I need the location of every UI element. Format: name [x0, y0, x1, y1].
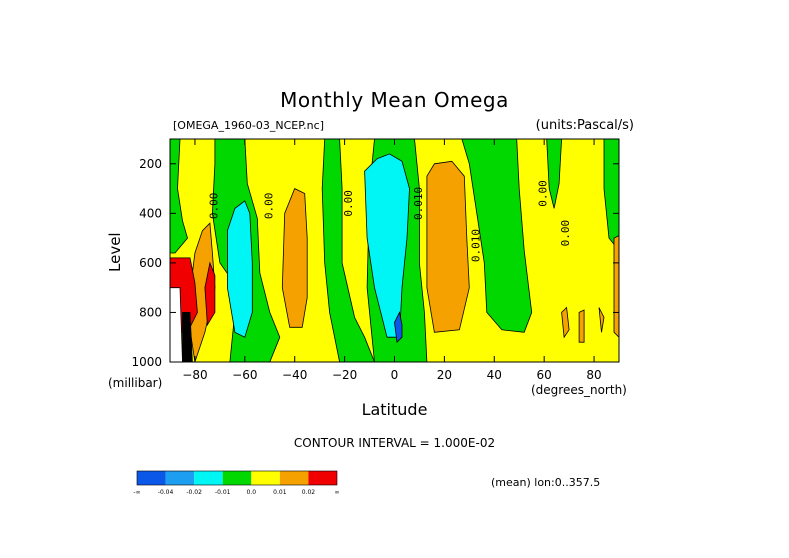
colorbar: -∞ -0.04 -0.02 -0.01 0.0 0.01 0.02 ∞ [133, 470, 340, 496]
contour-region [598, 307, 605, 333]
contour-region [170, 139, 188, 254]
y-axis-unit: (millibar) [108, 376, 163, 390]
x-tick-label: 0 [391, 368, 399, 382]
contour-region [546, 139, 563, 209]
contour-label: 0.010 [469, 229, 482, 262]
colorbar-label: 0.01 [273, 489, 287, 496]
contour-region [461, 139, 533, 333]
x-axis-unit: (degrees_north) [531, 383, 627, 397]
colorbar-swatch [251, 471, 280, 485]
colorbar-swatch [165, 471, 195, 485]
x-tick-label: 20 [437, 368, 452, 382]
axes: −80 −60 −40 −20 0 20 40 60 80 200 400 600 800 1000 [131, 139, 619, 382]
colorbar-label: 0.0 [247, 489, 257, 496]
colorbar-label: -∞ [133, 489, 140, 496]
contour-region [204, 261, 216, 327]
contour-region [394, 311, 403, 344]
colorbar-swatch [194, 471, 223, 485]
contour-region [226, 200, 253, 338]
colorbar-swatch [137, 471, 166, 485]
region-text: (mean) lon:0..357.5 [491, 476, 601, 489]
x-tick-label: 40 [487, 368, 502, 382]
contour-region [281, 188, 308, 328]
contour-label: 0.00 [342, 190, 355, 217]
contour-region [426, 160, 470, 333]
contour-region [321, 139, 375, 362]
colorbar-label: ∞ [335, 489, 340, 496]
contour-region [170, 287, 183, 362]
y-tick-label: 800 [139, 305, 162, 319]
x-axis-label: Latitude [0, 400, 789, 419]
contour-label: 0.00 [207, 193, 220, 220]
contour-label: 0.00 [559, 220, 572, 247]
contour-region [182, 311, 193, 362]
filled-contours [170, 139, 619, 362]
x-tick-label: −20 [332, 368, 357, 382]
y-tick-label: 400 [139, 206, 162, 220]
colorbar-label: 0.02 [302, 489, 316, 496]
y-tick-label: 200 [139, 157, 162, 171]
colorbar-swatch [279, 471, 309, 485]
colorbar-label: -0.01 [215, 489, 231, 496]
units-label: (units:Pascal/s) [535, 118, 634, 133]
contour-labels: 0.00 0.00 0.00 0.010 0.010 0.00 0.00 [207, 180, 572, 262]
contour-label: 0.010 [412, 187, 425, 220]
x-axis-label-text: Latitude [361, 400, 428, 419]
y-tick-label: 1000 [131, 355, 162, 369]
x-tick-label: −40 [282, 368, 307, 382]
x-tick-label: 80 [586, 368, 601, 382]
x-tick-label: −60 [232, 368, 257, 382]
x-tick-label: 60 [537, 368, 552, 382]
file-label: [OMEGA_1960-03_NCEP.nc] [173, 119, 324, 132]
contour-region [613, 235, 619, 338]
contour-label: 0.00 [537, 180, 550, 207]
contour-label: 0.00 [262, 193, 275, 220]
contour-region [364, 153, 410, 338]
colorbar-label: -0.04 [158, 489, 174, 496]
contour-region [561, 306, 570, 339]
y-tick-label: 600 [139, 256, 162, 270]
colorbar-label: -0.02 [186, 489, 202, 496]
chart-title: Monthly Mean Omega [280, 88, 509, 112]
colorbar-swatch [308, 471, 337, 485]
contour-interval-text: CONTOUR INTERVAL = 1.000E-02 [293, 436, 496, 450]
colorbar-swatch [222, 471, 252, 485]
x-tick-label: −80 [182, 368, 207, 382]
colorbar-border [136, 470, 338, 486]
contour-region [578, 309, 585, 343]
